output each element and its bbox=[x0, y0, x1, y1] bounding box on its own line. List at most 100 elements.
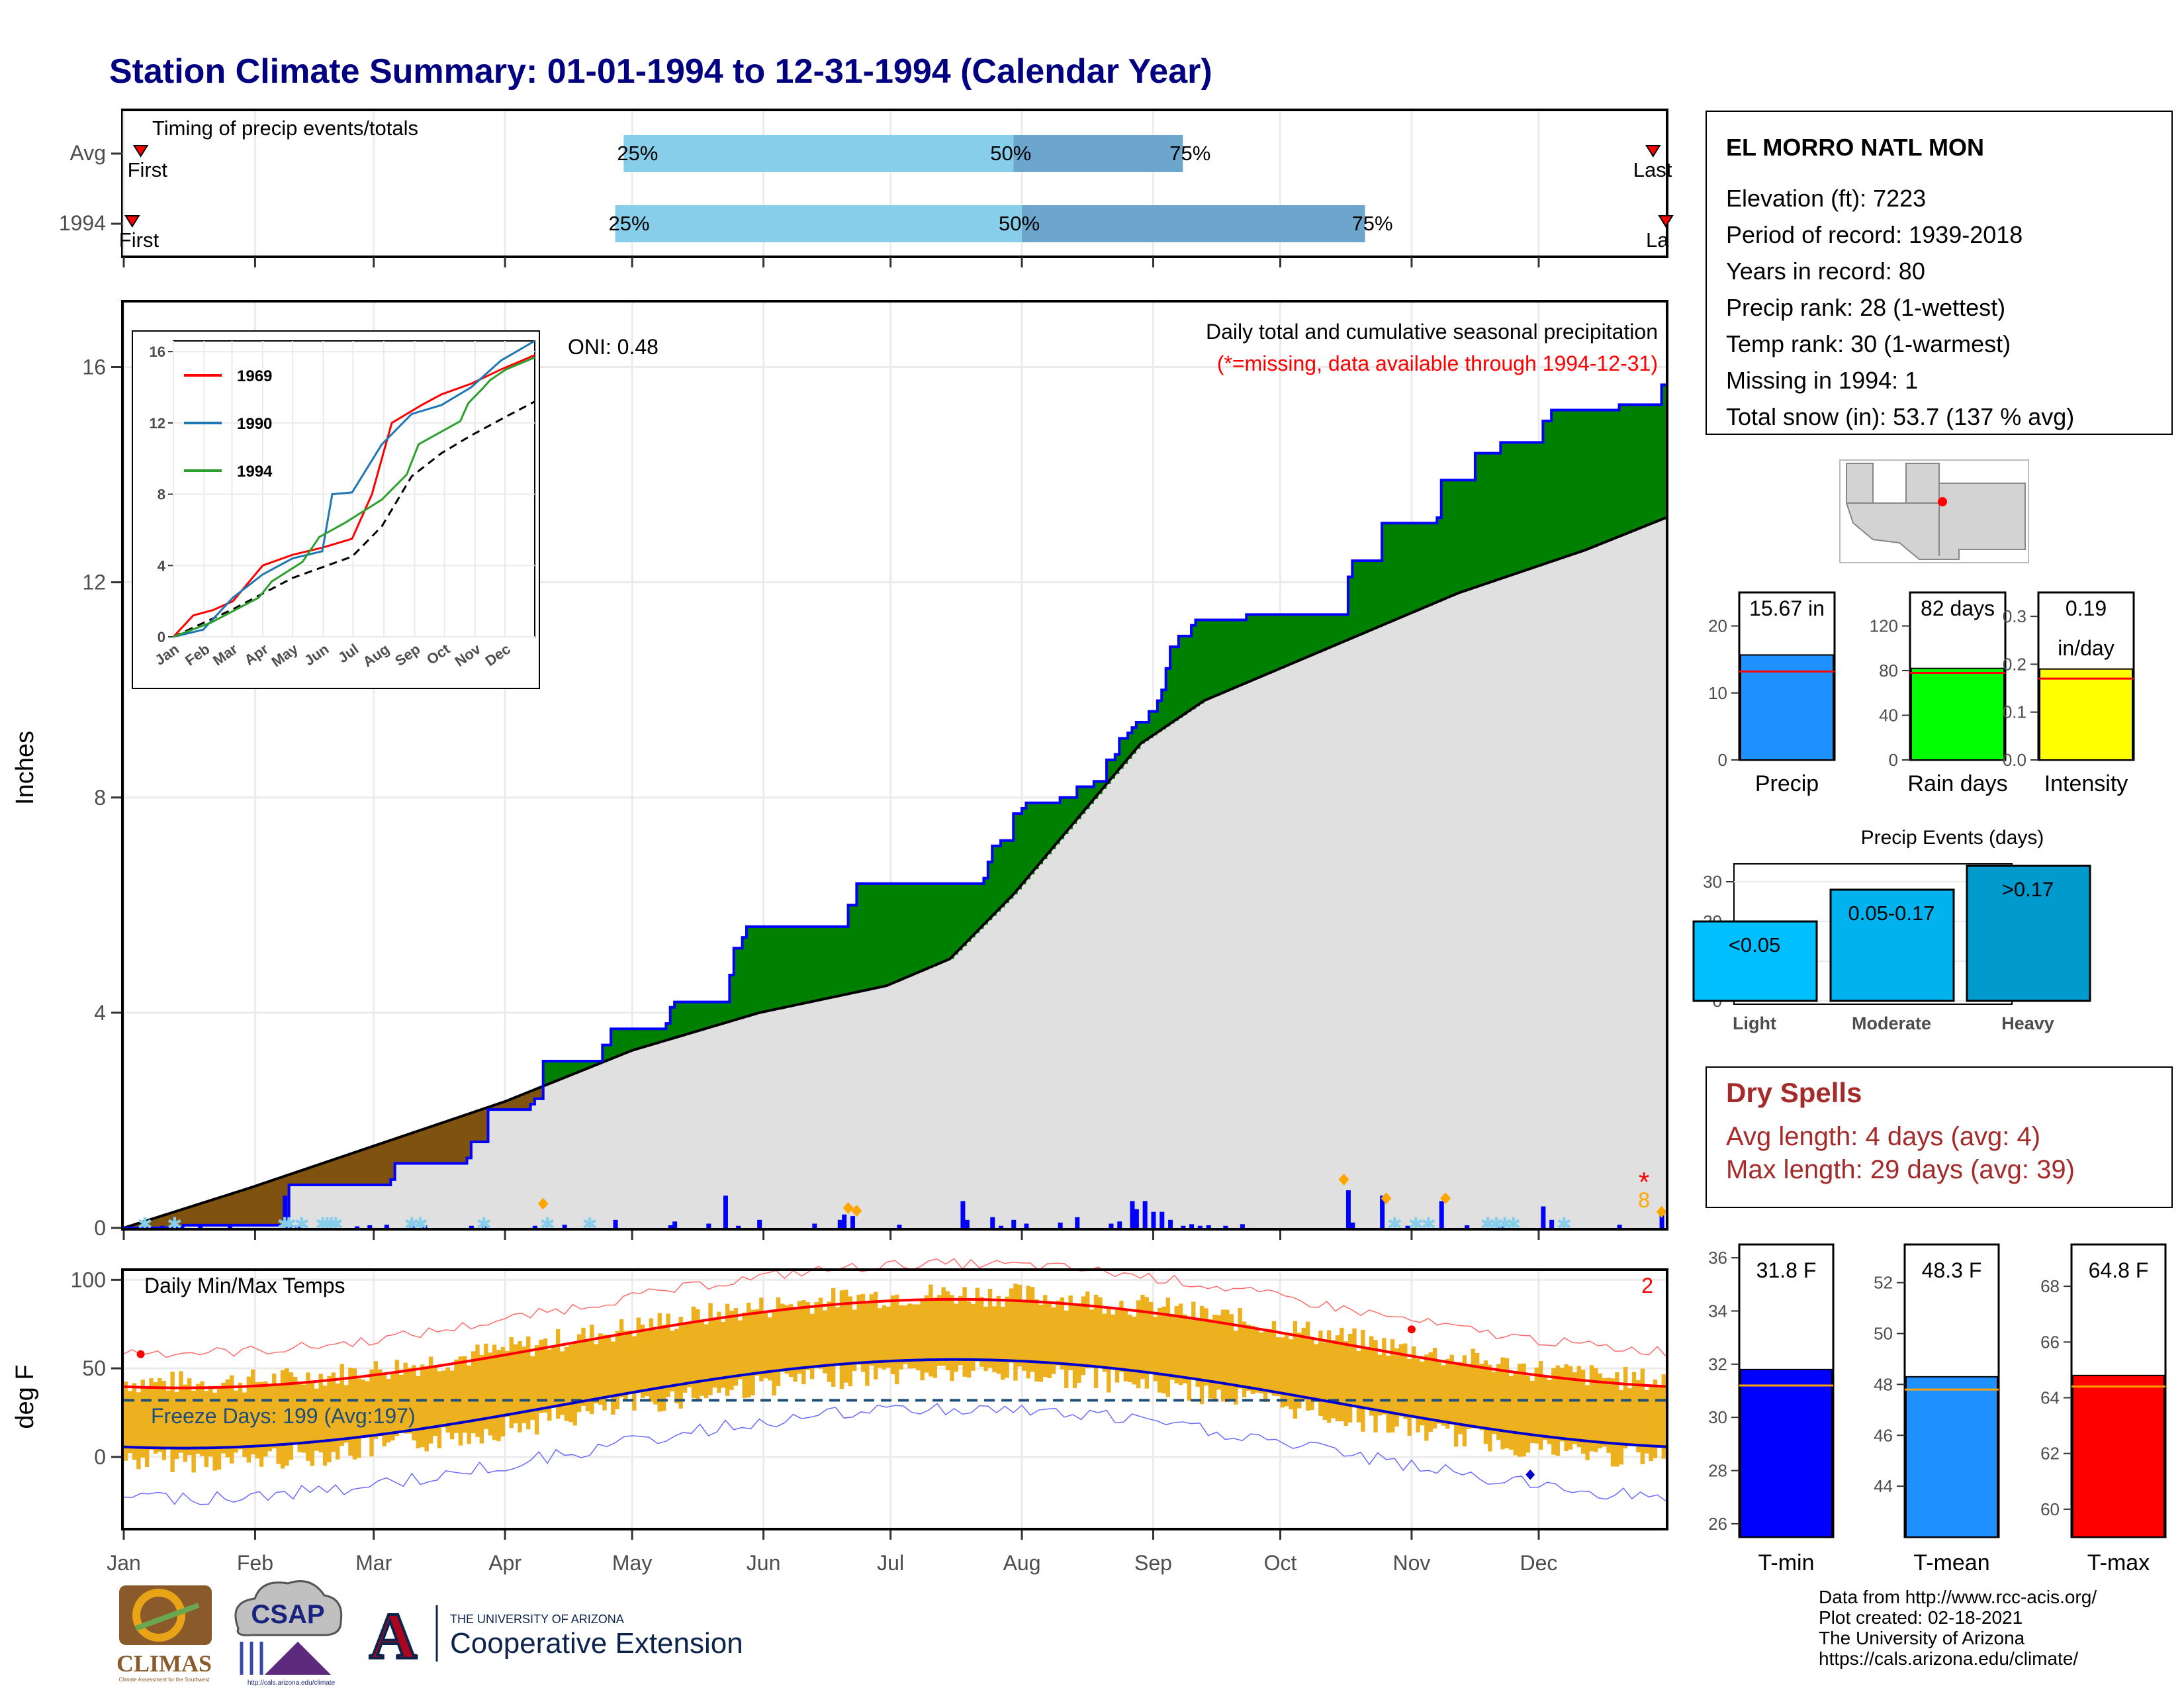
temp-bar-y-label: 32 bbox=[1708, 1354, 1727, 1374]
avg-cumulative-line bbox=[123, 516, 1666, 1229]
daily-precip-bar bbox=[842, 1214, 847, 1228]
precip-y-tick-label: 8 bbox=[94, 786, 106, 810]
daily-precip-bar bbox=[367, 1225, 373, 1228]
events-category-label: Light bbox=[1733, 1013, 1776, 1033]
precip-y-tick-label: 0 bbox=[94, 1216, 106, 1240]
page-title: Station Climate Summary: 01-01-1994 to 1… bbox=[109, 52, 1212, 91]
daily-precip-bar bbox=[1439, 1201, 1444, 1228]
timing-row-label: 1994 bbox=[59, 211, 106, 235]
dry-spells-box: Dry Spells Avg length: 4 days (avg: 4) M… bbox=[1706, 1066, 2173, 1208]
daily-precip-bar bbox=[1168, 1219, 1173, 1228]
month-label: Jan bbox=[107, 1551, 141, 1575]
credit-line-2: Plot created: 02-18-2021 bbox=[1819, 1607, 2023, 1628]
freeze-days-label: Freeze Days: 199 (Avg:197) bbox=[151, 1404, 416, 1428]
temp-bar-y-label: 66 bbox=[2040, 1332, 2060, 1352]
temp-bar-value-label: 64.8 F bbox=[2089, 1258, 2149, 1282]
events-bar bbox=[1829, 888, 1955, 1002]
snow-day-marker: ✱ bbox=[137, 1214, 152, 1235]
mini-bar-y-label: 0.3 bbox=[2003, 606, 2026, 626]
heavy-event-marker bbox=[842, 1201, 854, 1214]
timing-p50-label: 50% bbox=[990, 142, 1031, 165]
daily-precip-bar bbox=[159, 1225, 165, 1228]
events-bar-label: 0.05-0.17 bbox=[1848, 902, 1935, 925]
temp-bar-y-label: 64 bbox=[2040, 1388, 2060, 1408]
temp-bar-label: T-mean bbox=[1913, 1550, 1989, 1575]
timing-bar-50-75 bbox=[1013, 135, 1183, 172]
events-bar-label: >0.17 bbox=[2002, 878, 2054, 901]
missing-marker: * bbox=[1639, 1166, 1649, 1197]
daily-precip-bar bbox=[1498, 1225, 1504, 1228]
events-y-label: 30 bbox=[1703, 872, 1722, 892]
mini-bar-y-label: 0 bbox=[1718, 750, 1727, 770]
daily-precip-bar bbox=[1109, 1223, 1114, 1228]
temp-bar-y-label: 36 bbox=[1708, 1248, 1727, 1268]
daily-precip-bar bbox=[964, 1219, 970, 1228]
month-label: Apr bbox=[488, 1551, 522, 1575]
snow-day-marker: ✱ bbox=[1387, 1214, 1402, 1235]
daily-precip-bar bbox=[562, 1225, 567, 1228]
station-info-line: Precip rank: 28 (1-wettest) bbox=[1726, 294, 2005, 321]
daily-precip-bar bbox=[283, 1196, 288, 1228]
inset-y-tick-label: 8 bbox=[158, 487, 165, 503]
mini-bar-value-label: 82 days bbox=[1921, 596, 1995, 620]
temp-bar-y-label: 26 bbox=[1708, 1514, 1727, 1534]
heavy-event-marker bbox=[1656, 1205, 1667, 1218]
temp-bar-y-label: 30 bbox=[1708, 1407, 1727, 1427]
mini-bar-value-label: 0.19 bbox=[2066, 596, 2107, 620]
climas-logo: CLIMAS Climate Assessment for the Southw… bbox=[116, 1585, 212, 1683]
mini-bar-label: Rain days bbox=[1907, 771, 2007, 796]
daily-precip-bar bbox=[613, 1219, 618, 1228]
daily-precip-bar bbox=[532, 1225, 537, 1228]
month-label: Aug bbox=[1003, 1551, 1041, 1575]
snow-day-marker: ✱ bbox=[328, 1214, 343, 1235]
temp-panel: 0 50 100 deg F Daily Min/Max Temps Freeze … bbox=[11, 1258, 1668, 1540]
inset-legend-label: 1990 bbox=[237, 415, 272, 433]
timing-p50-label: 50% bbox=[999, 212, 1040, 235]
daily-precip-bar bbox=[1058, 1222, 1063, 1228]
temp-y-tick-label: 0 bbox=[94, 1445, 106, 1469]
daily-precip-bar bbox=[1011, 1219, 1017, 1228]
last-event-marker bbox=[1645, 145, 1661, 158]
temp-bar-y-label: 48 bbox=[1874, 1374, 1893, 1394]
daily-precip-bar bbox=[1206, 1225, 1211, 1228]
daily-precip-bar bbox=[198, 1225, 203, 1228]
daily-precip-bar bbox=[1181, 1225, 1186, 1228]
precip-y-tick-label: 12 bbox=[82, 571, 106, 594]
timing-row-label: Avg bbox=[69, 141, 106, 165]
daily-precip-bar bbox=[999, 1225, 1004, 1228]
month-label: Dec bbox=[1520, 1551, 1558, 1575]
daily-precip-bar bbox=[723, 1196, 728, 1228]
heavy-event-marker bbox=[851, 1204, 862, 1217]
temp-bar-value bbox=[1905, 1376, 1998, 1538]
snow-day-marker: ✱ bbox=[582, 1214, 597, 1235]
missing-note: (*=missing, data available through 1994-… bbox=[1217, 352, 1658, 375]
locator-map bbox=[1839, 459, 2029, 563]
temp-bar-label: T-max bbox=[2087, 1550, 2150, 1575]
station-info-line: Missing in 1994: 1 bbox=[1726, 367, 1918, 394]
month-axis: Jan Feb Mar Apr May Jun Jul Aug Sep Oct Nov Dec bbox=[107, 1551, 1557, 1575]
daily-precip-bar bbox=[706, 1223, 711, 1228]
timing-p25-label: 25% bbox=[617, 142, 658, 165]
first-event-label: First bbox=[128, 158, 168, 181]
daily-precip-bar bbox=[384, 1225, 389, 1228]
events-category-label: Heavy bbox=[2001, 1013, 2054, 1033]
credit-line-4: https://cals.arizona.edu/climate/ bbox=[1819, 1648, 2078, 1669]
climas-logo-text: CLIMAS bbox=[116, 1650, 212, 1677]
daily-precip-bar bbox=[1350, 1222, 1355, 1228]
above-average-fill bbox=[124, 385, 1666, 1229]
daily-precip-bar bbox=[469, 1225, 474, 1228]
daily-precip-bar bbox=[1130, 1201, 1135, 1228]
temp-panel-label: Daily Min/Max Temps bbox=[144, 1274, 345, 1297]
cumulative-1994-line bbox=[124, 383, 1666, 1229]
daily-precip-bar bbox=[1659, 1211, 1664, 1228]
temp-bar-value-label: 48.3 F bbox=[1922, 1258, 1982, 1282]
events-title: Precip Events (days) bbox=[1861, 827, 2044, 849]
temp-bar-y-label: 28 bbox=[1708, 1461, 1727, 1481]
record-high-marker bbox=[136, 1350, 145, 1358]
mini-bar-y-label: 40 bbox=[1879, 706, 1898, 726]
dry-spells-title: Dry Spells bbox=[1726, 1077, 1862, 1108]
temp-y-tick-label: 100 bbox=[71, 1268, 106, 1291]
